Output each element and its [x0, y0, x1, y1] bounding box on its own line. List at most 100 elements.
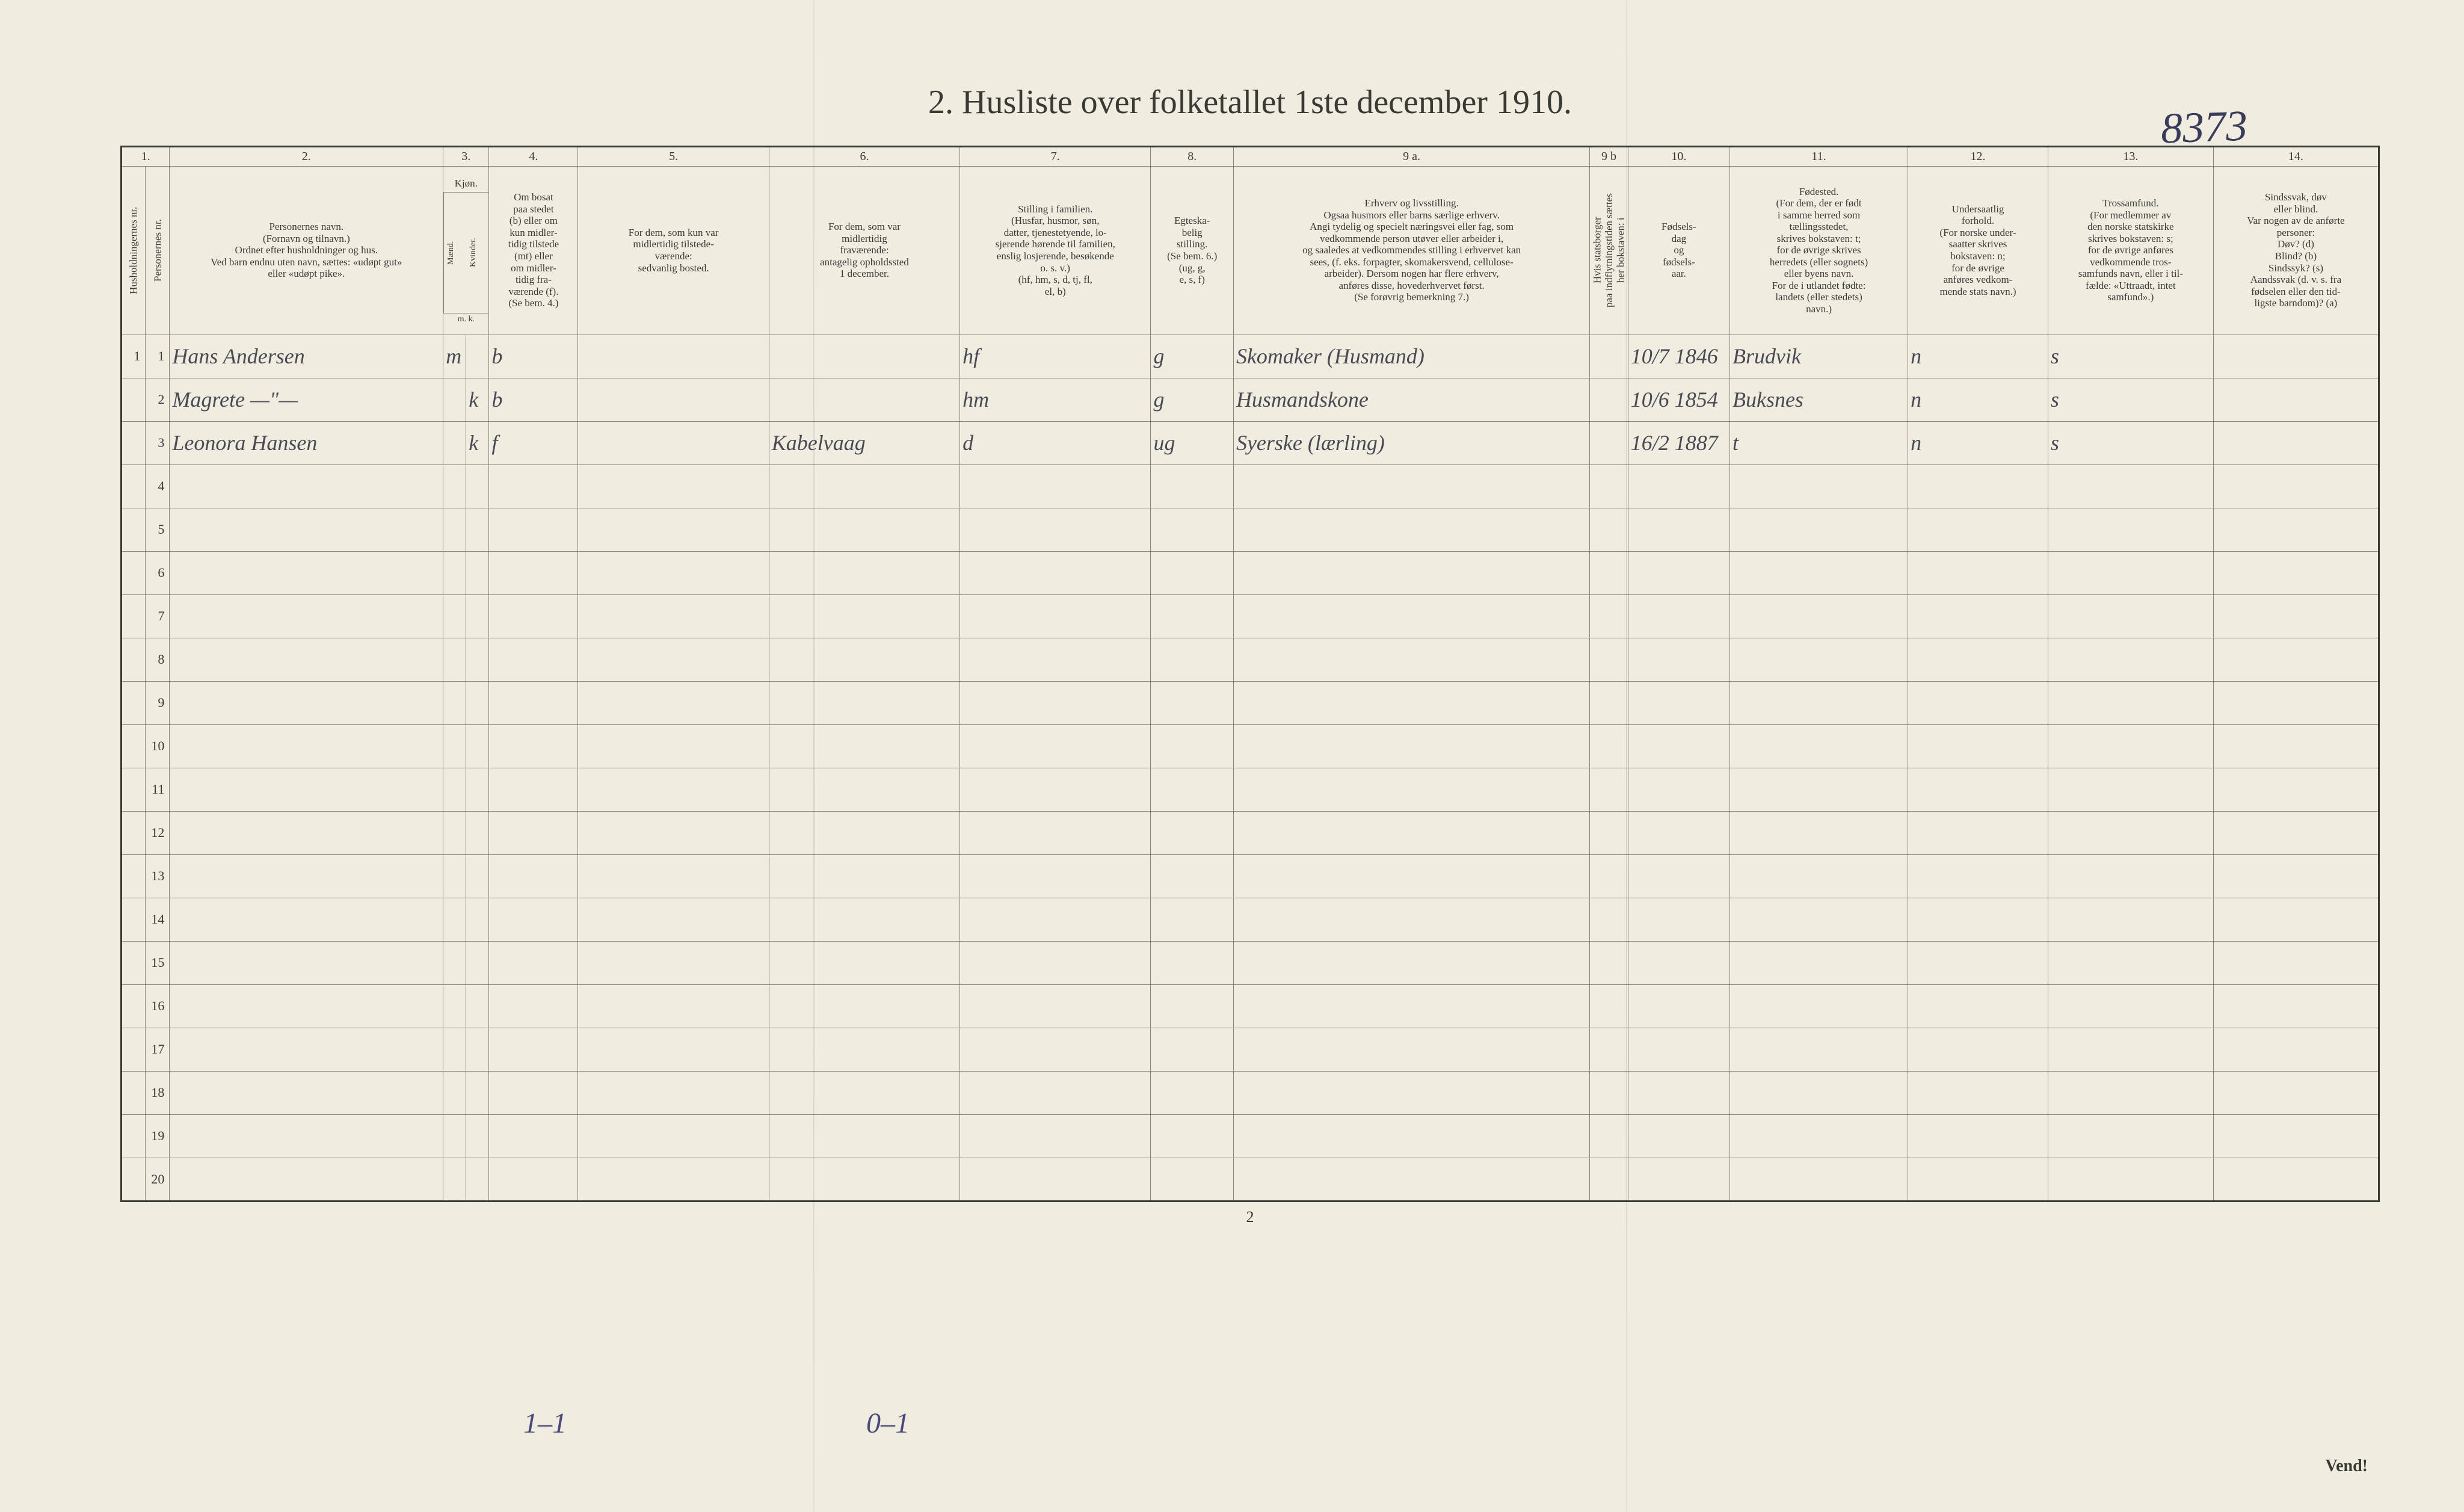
empty-cell — [960, 854, 1151, 898]
empty-cell — [578, 941, 769, 984]
empty-cell — [1590, 1028, 1628, 1071]
empty-cell — [960, 941, 1151, 984]
empty-cell — [489, 638, 578, 681]
handwritten-page-number: 8373 — [2160, 101, 2249, 154]
printed-page-number: 2 — [120, 1208, 2380, 1226]
empty-cell — [1628, 594, 1729, 638]
empty-cell — [2048, 898, 2213, 941]
empty-cell — [2048, 854, 2213, 898]
table-row: 3Leonora HansenkfKabelvaagdugSyerske (læ… — [122, 421, 2379, 464]
empty-cell — [578, 1158, 769, 1201]
empty-cell — [466, 941, 489, 984]
empty-cell — [122, 1071, 146, 1114]
colnum-9b: 9 b — [1590, 146, 1628, 166]
empty-cell — [769, 984, 959, 1028]
hdr-c12: Undersaatlig forhold. (For norske under-… — [1908, 166, 2048, 335]
empty-cell: 15 — [146, 941, 170, 984]
empty-cell — [578, 594, 769, 638]
cell-sex-m — [443, 378, 466, 421]
empty-cell — [443, 854, 466, 898]
empty-cell — [2213, 984, 2379, 1028]
empty-cell — [769, 811, 959, 854]
hdr-c6: For dem, som var midlertidig fraværende:… — [769, 166, 959, 335]
header-row: Husholdningernes nr. Personernes nr. Per… — [122, 166, 2379, 335]
empty-cell — [1908, 1071, 2048, 1114]
empty-cell — [489, 1114, 578, 1158]
table-row-empty: 10 — [122, 724, 2379, 768]
cell-c5 — [578, 378, 769, 421]
empty-cell — [122, 768, 146, 811]
empty-cell — [1628, 638, 1729, 681]
cell-c5 — [578, 421, 769, 464]
empty-cell — [170, 638, 443, 681]
empty-cell — [1628, 811, 1729, 854]
empty-cell — [122, 724, 146, 768]
empty-cell — [443, 1114, 466, 1158]
empty-cell — [489, 1028, 578, 1071]
bottom-note-1: 1–1 — [523, 1407, 567, 1440]
empty-cell — [466, 594, 489, 638]
empty-cell — [1151, 941, 1234, 984]
hdr-c11: Fødested. (For dem, der er født i samme … — [1729, 166, 1908, 335]
empty-cell — [960, 811, 1151, 854]
empty-cell: 12 — [146, 811, 170, 854]
colnum-3: 3. — [443, 146, 489, 166]
empty-cell — [489, 1158, 578, 1201]
empty-cell — [443, 984, 466, 1028]
colnum-12: 12. — [1908, 146, 2048, 166]
empty-cell — [1729, 464, 1908, 508]
empty-cell — [1908, 768, 2048, 811]
empty-cell — [122, 551, 146, 594]
empty-cell — [2048, 551, 2213, 594]
table-row-empty: 6 — [122, 551, 2379, 594]
empty-cell — [1590, 464, 1628, 508]
colnum-2: 2. — [170, 146, 443, 166]
empty-cell — [578, 508, 769, 551]
empty-cell — [443, 898, 466, 941]
empty-cell — [443, 1028, 466, 1071]
empty-cell — [1908, 551, 2048, 594]
empty-cell — [1908, 811, 2048, 854]
hdr-c9b: Hvis statsborger paa indflytningstiden s… — [1590, 166, 1628, 335]
empty-cell — [1590, 1114, 1628, 1158]
empty-cell — [466, 768, 489, 811]
census-table: 1. 2. 3. 4. 5. 6. 7. 8. 9 a. 9 b 10. 11.… — [120, 146, 2380, 1202]
empty-cell — [489, 984, 578, 1028]
empty-cell — [1729, 941, 1908, 984]
table-row-empty: 19 — [122, 1114, 2379, 1158]
empty-cell — [1590, 681, 1628, 724]
empty-cell — [1729, 1071, 1908, 1114]
empty-cell — [2048, 941, 2213, 984]
empty-cell — [1628, 724, 1729, 768]
empty-cell — [170, 1028, 443, 1071]
empty-cell — [1729, 638, 1908, 681]
empty-cell — [170, 594, 443, 638]
cell-name: Magrete —"— — [170, 378, 443, 421]
table-row-empty: 18 — [122, 1071, 2379, 1114]
cell-birthdate: 10/6 1854 — [1628, 378, 1729, 421]
cell-person-nr: 1 — [146, 335, 170, 378]
cell-c9b — [1590, 421, 1628, 464]
empty-cell — [1590, 594, 1628, 638]
cell-sex-m — [443, 421, 466, 464]
empty-cell: 7 — [146, 594, 170, 638]
empty-cell — [1151, 594, 1234, 638]
empty-cell — [1908, 1028, 2048, 1071]
empty-cell — [466, 811, 489, 854]
empty-cell — [489, 551, 578, 594]
cell-c7: hm — [960, 378, 1151, 421]
empty-cell — [1908, 464, 2048, 508]
empty-cell — [578, 724, 769, 768]
empty-cell — [122, 941, 146, 984]
empty-cell — [466, 508, 489, 551]
table-row-empty: 15 — [122, 941, 2379, 984]
empty-cell — [443, 1071, 466, 1114]
empty-cell — [170, 984, 443, 1028]
cell-nationality: n — [1908, 421, 2048, 464]
empty-cell — [170, 1158, 443, 1201]
table-row: 2Magrete —"—kbhmgHusmandskone10/6 1854Bu… — [122, 378, 2379, 421]
empty-cell — [960, 984, 1151, 1028]
empty-cell — [1151, 854, 1234, 898]
empty-cell — [170, 898, 443, 941]
cell-c14 — [2213, 421, 2379, 464]
